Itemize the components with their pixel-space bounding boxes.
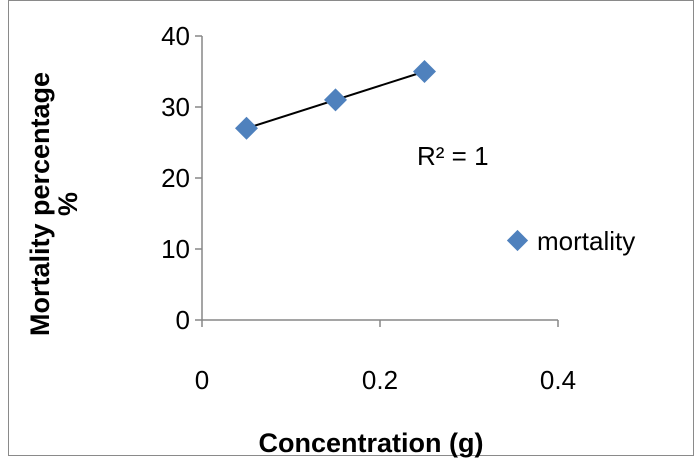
axes (201, 36, 558, 321)
data-points (235, 60, 436, 140)
y-tick-label: 40 (161, 21, 190, 51)
data-point-mortality (235, 116, 258, 140)
data-point-mortality (324, 88, 347, 112)
y-tick-label: 10 (161, 234, 190, 264)
data-point-mortality (413, 60, 436, 83)
legend: mortality (506, 226, 635, 256)
x-ticks: 0 0.2 0.4 (195, 320, 576, 395)
legend-marker-mortality (506, 229, 529, 252)
r-squared-annotation: R² = 1 (417, 141, 489, 171)
legend-label-mortality: mortality (537, 226, 635, 256)
x-axis-title: Concentration (g) (259, 428, 484, 458)
y-tick-label: 0 (176, 305, 190, 335)
y-tick-label: 20 (161, 163, 190, 193)
y-ticks: 0 10 20 30 40 (161, 21, 202, 335)
y-tick-label: 30 (161, 92, 190, 122)
y-axis-title: Mortality percentage % (25, 72, 83, 336)
x-tick-label: 0.4 (540, 365, 576, 395)
y-axis-title-line2: % (53, 192, 83, 216)
x-tick-label: 0.2 (362, 365, 398, 395)
chart-frame (8, 0, 694, 456)
x-tick-label: 0 (195, 365, 209, 395)
y-axis-title-line1: Mortality percentage (25, 72, 55, 336)
